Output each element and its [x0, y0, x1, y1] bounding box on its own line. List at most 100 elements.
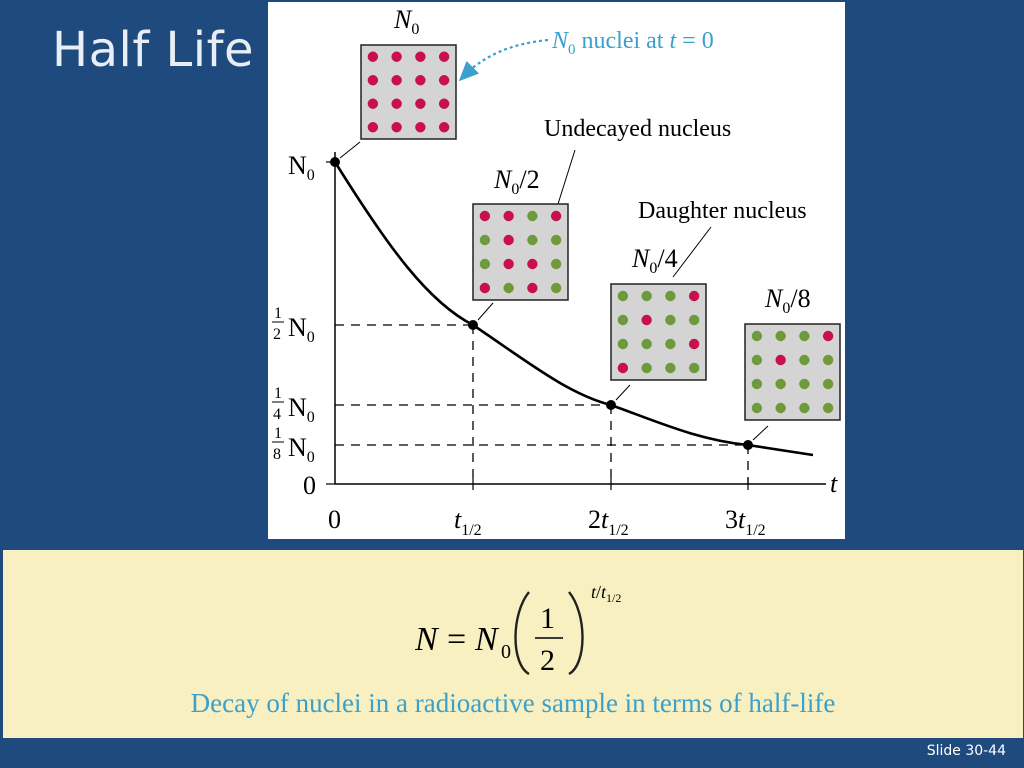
- nuclei-box-n0: [360, 44, 457, 140]
- undecayed-nucleus-dot: [527, 258, 538, 270]
- daughter-nucleus-dot: [665, 314, 676, 326]
- svg-text:1: 1: [274, 425, 282, 442]
- annotation-n0-at-t0: N0 nuclei at t = 0: [551, 28, 714, 58]
- x-label-2t-half: 2t1/2: [588, 505, 629, 539]
- undecayed-nucleus-dot: [391, 122, 402, 133]
- svg-text:0: 0: [501, 641, 511, 663]
- formula-band: N = N 0 1 2 t/t1/2 Decay of nuclei in a …: [3, 550, 1023, 738]
- undecayed-nucleus-dot: [822, 330, 834, 342]
- undecayed-nucleus-dot: [550, 210, 562, 222]
- undecayed-nucleus-dot: [688, 338, 700, 350]
- daughter-nucleus-dot: [799, 330, 810, 342]
- box-label-quarter: N0/4: [631, 244, 678, 277]
- daughter-nucleus-dot: [751, 402, 763, 414]
- daughter-nucleus-dot: [751, 330, 763, 342]
- daughter-nucleus-dot: [665, 338, 676, 350]
- box-label-n0: N0: [393, 5, 419, 38]
- daughter-nucleus-dot: [775, 330, 786, 342]
- svg-text:1: 1: [274, 305, 282, 322]
- daughter-nucleus-dot: [617, 338, 629, 350]
- undecayed-nucleus-dot: [415, 98, 426, 109]
- undecayed-nucleus-dot: [391, 98, 402, 109]
- undecayed-nucleus-dot: [479, 210, 491, 222]
- annotation-arrow: [458, 38, 549, 82]
- undecayed-nucleus-dot: [438, 75, 450, 86]
- daughter-nucleus-dot: [527, 234, 538, 246]
- undecayed-nucleus-dot: [438, 98, 450, 109]
- daughter-nucleus-dot: [799, 354, 810, 366]
- daughter-nucleus-dot: [775, 378, 786, 390]
- half-life-formula: N = N 0 1 2 t/t1/2: [415, 582, 621, 677]
- svg-text:4: 4: [273, 406, 281, 423]
- decay-graph: N0 1 2 N0 1 4 N0 1 8 N0 0 0 t1/2 2t1/2 3…: [272, 5, 841, 539]
- undecayed-nucleus-dot: [415, 75, 426, 86]
- undecayed-nucleus-dot: [415, 122, 426, 133]
- daughter-nucleus-dot: [688, 362, 700, 374]
- daughter-nucleus-dot: [665, 362, 676, 374]
- figure-caption: Decay of nuclei in a radioactive sample …: [190, 688, 836, 718]
- y-label-n0: N0: [288, 151, 315, 184]
- svg-text:t/t1/2: t/t1/2: [591, 582, 621, 605]
- undecayed-nucleus-dot: [775, 354, 786, 366]
- undecayed-nucleus-dot: [415, 51, 426, 62]
- undecayed-nucleus-dot: [527, 282, 538, 294]
- daughter-nucleus-dot: [641, 338, 652, 350]
- daughter-nucleus-dot: [550, 282, 562, 294]
- daughter-nucleus-dot: [550, 234, 562, 246]
- daughter-nucleus-dot: [527, 210, 538, 222]
- daughter-nucleus-dot: [751, 378, 763, 390]
- svg-text:=: =: [447, 621, 466, 658]
- point-half: [468, 320, 478, 330]
- undecayed-nucleus-dot: [367, 122, 379, 133]
- daughter-nucleus-dot: [503, 282, 514, 294]
- x-label-zero: 0: [328, 505, 341, 534]
- x-label-3t-half: 3t1/2: [725, 505, 766, 539]
- daughter-nucleus-dot: [822, 354, 834, 366]
- undecayed-nucleus-dot: [503, 210, 514, 222]
- point-quarter: [606, 400, 616, 410]
- slide-number: Slide 30-44: [926, 743, 1006, 759]
- undecayed-nucleus-dot: [617, 362, 629, 374]
- undecayed-nucleus-dot: [688, 290, 700, 302]
- point-n0: [330, 157, 340, 167]
- svg-text:N: N: [474, 621, 500, 658]
- svg-text:N: N: [415, 621, 440, 658]
- x-label-t-half: t1/2: [454, 505, 482, 539]
- undecayed-nucleus-dot: [503, 234, 514, 246]
- daughter-nucleus-dot: [751, 354, 763, 366]
- svg-text:1: 1: [274, 385, 282, 402]
- daughter-nucleus-dot: [479, 234, 491, 246]
- y-label-half: 1 2 N0: [272, 305, 315, 346]
- svg-text:N0: N0: [288, 313, 315, 346]
- undecayed-nucleus-dot: [391, 75, 402, 86]
- footer-bar: Slide 30-44: [0, 742, 1024, 768]
- svg-text:1: 1: [540, 602, 555, 635]
- daughter-nucleus-dot: [479, 258, 491, 270]
- daughter-nucleus-dot: [822, 378, 834, 390]
- box-label-eighth: N0/8: [764, 284, 811, 317]
- undecayed-nucleus-dot: [391, 51, 402, 62]
- daughter-nucleus-dot: [775, 402, 786, 414]
- daughter-nucleus-dot: [617, 314, 629, 326]
- label-undecayed-nucleus: Undecayed nucleus: [544, 116, 731, 142]
- x-axis-label: t: [830, 469, 838, 498]
- svg-text:2: 2: [273, 326, 281, 343]
- half-life-figure: N0 1 2 N0 1 4 N0 1 8 N0 0 0 t1/2 2t1/2 3…: [268, 2, 845, 539]
- svg-text:N0: N0: [288, 393, 315, 426]
- svg-text:2: 2: [540, 644, 555, 677]
- daughter-nucleus-dot: [641, 362, 652, 374]
- nuclei-box-quarter: [610, 283, 707, 381]
- nuclei-box-half: [472, 203, 569, 301]
- slide-title: Half Life: [52, 22, 255, 78]
- y-label-quarter: 1 4 N0: [272, 385, 315, 426]
- nuclei-box-eighth: [744, 323, 841, 421]
- box-label-half: N0/2: [493, 165, 540, 198]
- daughter-nucleus-dot: [641, 290, 652, 302]
- undecayed-nucleus-dot: [641, 314, 652, 326]
- y-label-zero: 0: [303, 471, 316, 500]
- daughter-nucleus-dot: [799, 402, 810, 414]
- undecayed-nucleus-dot: [367, 98, 379, 109]
- undecayed-nucleus-dot: [479, 282, 491, 294]
- svg-text:N0: N0: [288, 433, 315, 466]
- undecayed-nucleus-dot: [438, 51, 450, 62]
